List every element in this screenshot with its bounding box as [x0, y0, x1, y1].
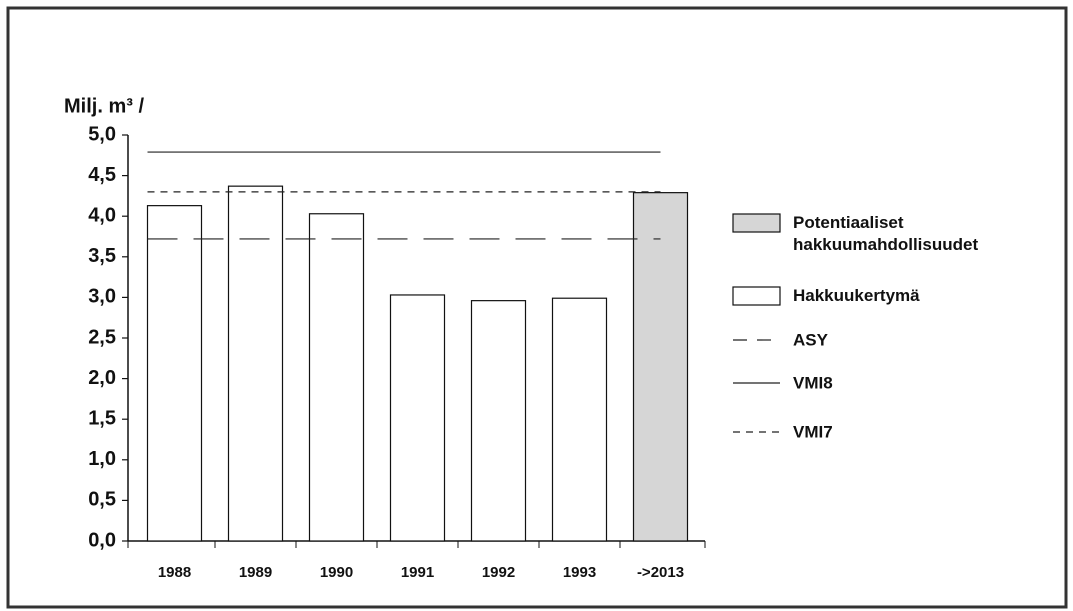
bar — [146, 205, 203, 542]
y-tick-label: 4,5 — [88, 164, 116, 186]
legend-label: VMI8 — [793, 373, 833, 392]
x-tick-label: 1993 — [563, 564, 596, 581]
legend-label: VMI7 — [793, 422, 833, 441]
bar — [389, 294, 446, 542]
x-tick-label: 1991 — [401, 564, 434, 581]
y-tick-label: 2,5 — [88, 326, 116, 348]
y-tick-label: 0,5 — [88, 489, 116, 511]
y-tick-label: 1,5 — [88, 407, 116, 429]
y-tick-label: 1,0 — [88, 448, 116, 470]
bar — [227, 185, 284, 542]
x-tick-label: 1990 — [320, 564, 353, 581]
bar — [308, 213, 365, 542]
legend-label: Potentiaaliset hakkuumahdollisuudet — [793, 213, 979, 254]
bar — [551, 297, 608, 542]
y-tick-label: 5,0 — [88, 123, 116, 145]
bar — [632, 192, 689, 542]
x-tick-label: 1992 — [482, 564, 515, 581]
y-tick-label: 4,0 — [88, 204, 116, 226]
y-tick-label: 2,0 — [88, 367, 116, 389]
y-axis-label: Milj. m³ / — [64, 95, 144, 117]
y-tick-label: 0,0 — [88, 529, 116, 551]
legend-label: ASY — [793, 330, 829, 349]
frame — [6, 6, 1068, 609]
x-tick-label: 1988 — [158, 564, 191, 581]
y-tick-label: 3,0 — [88, 286, 116, 308]
x-tick-label: 1989 — [239, 564, 272, 581]
y-tick-label: 3,5 — [88, 245, 116, 267]
bar — [470, 300, 527, 542]
legend-swatch — [732, 213, 781, 233]
legend-swatch — [732, 286, 781, 306]
legend-label: Hakkuukertymä — [793, 286, 920, 305]
x-tick-label: ->2013 — [637, 564, 684, 581]
